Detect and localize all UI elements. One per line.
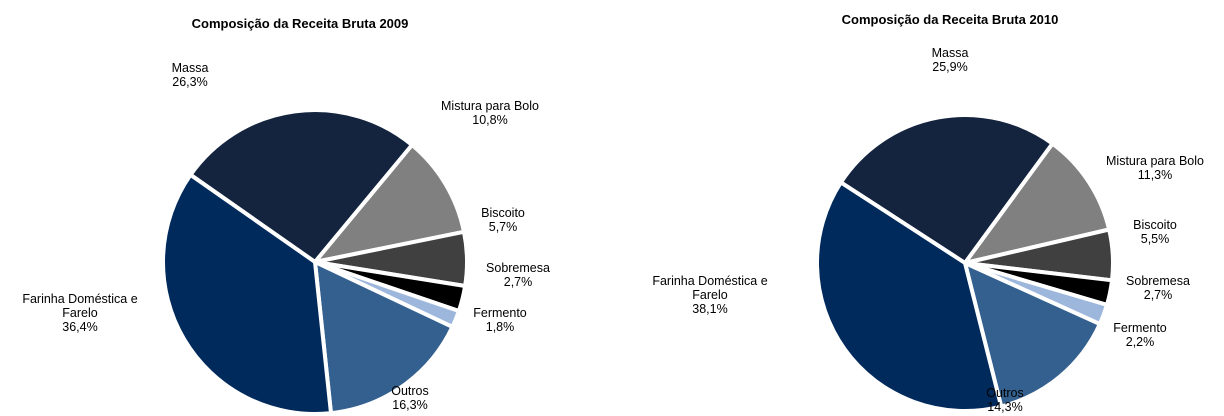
slice-label: Fermento 1,8% <box>425 306 575 334</box>
slice-label: Massa 25,9% <box>875 46 1025 74</box>
slice-name: Outros <box>391 384 429 398</box>
pie-slice <box>963 261 1102 409</box>
slice-name: Fermento <box>473 306 527 320</box>
slice-name: Fermento <box>1113 321 1167 335</box>
slice-label: Outros 16,3% <box>335 384 485 412</box>
slice-name: Sobremesa <box>1126 274 1190 288</box>
pie-slice <box>188 108 415 264</box>
slice-label: Mistura para Bolo 10,8% <box>415 99 565 127</box>
slice-value: 10,8% <box>472 113 508 127</box>
pie-slice <box>313 260 455 416</box>
slice-label: Massa 26,3% <box>115 61 265 89</box>
pie-slice <box>838 113 1055 265</box>
slice-name: Mistura para Bolo <box>1106 154 1204 168</box>
slice-value: 25,9% <box>932 60 968 74</box>
slice-name: Mistura para Bolo <box>441 99 539 113</box>
slice-name: Outros <box>986 386 1024 400</box>
pie-slice <box>963 141 1112 265</box>
slice-value: 16,3% <box>392 398 428 412</box>
slice-label: Sobremesa 2,7% <box>1083 274 1224 302</box>
slice-name: Massa <box>171 61 209 75</box>
slice-label: Biscoito 5,5% <box>1080 218 1224 246</box>
slice-value: 38,1% <box>692 302 728 316</box>
chart-title: Composição da Receita Bruta 2009 <box>191 16 409 31</box>
slice-label: Fermento 2,2% <box>1065 321 1215 349</box>
slice-name: Biscoito <box>481 206 525 220</box>
slice-label: Outros 14,3% <box>930 386 1080 414</box>
slice-value: 2,7% <box>503 275 533 289</box>
slice-value: 14,3% <box>987 400 1023 414</box>
slice-value: 36,4% <box>62 320 98 334</box>
slice-name: Biscoito <box>1133 218 1177 232</box>
pie-slice <box>313 143 466 264</box>
chart-title: Composição da Receita Bruta 2010 <box>841 12 1059 27</box>
slice-value: 11,3% <box>1137 168 1173 182</box>
slice-label: Mistura para Bolo 11,3% <box>1080 154 1224 182</box>
slice-label: Farinha Doméstica e Farelo 38,1% <box>635 274 785 316</box>
slice-label: Farinha Doméstica e Farelo 36,4% <box>5 292 155 334</box>
slice-label: Biscoito 5,7% <box>428 206 578 234</box>
slice-name: Massa <box>931 46 969 60</box>
slice-value: 2,7% <box>1143 288 1173 302</box>
slice-value: 5,5% <box>1140 232 1170 246</box>
slice-label: Sobremesa 2,7% <box>443 261 593 289</box>
slice-name: Farinha Doméstica e Farelo <box>652 274 768 302</box>
slice-name: Farinha Doméstica e Farelo <box>22 292 138 320</box>
pie-slice <box>161 172 333 416</box>
slice-name: Sobremesa <box>486 261 550 275</box>
pie-slice <box>815 180 1004 413</box>
slice-value: 26,3% <box>172 75 208 89</box>
slice-value: 5,7% <box>488 220 518 234</box>
slice-value: 1,8% <box>485 320 515 334</box>
slice-value: 2,2% <box>1125 335 1155 349</box>
